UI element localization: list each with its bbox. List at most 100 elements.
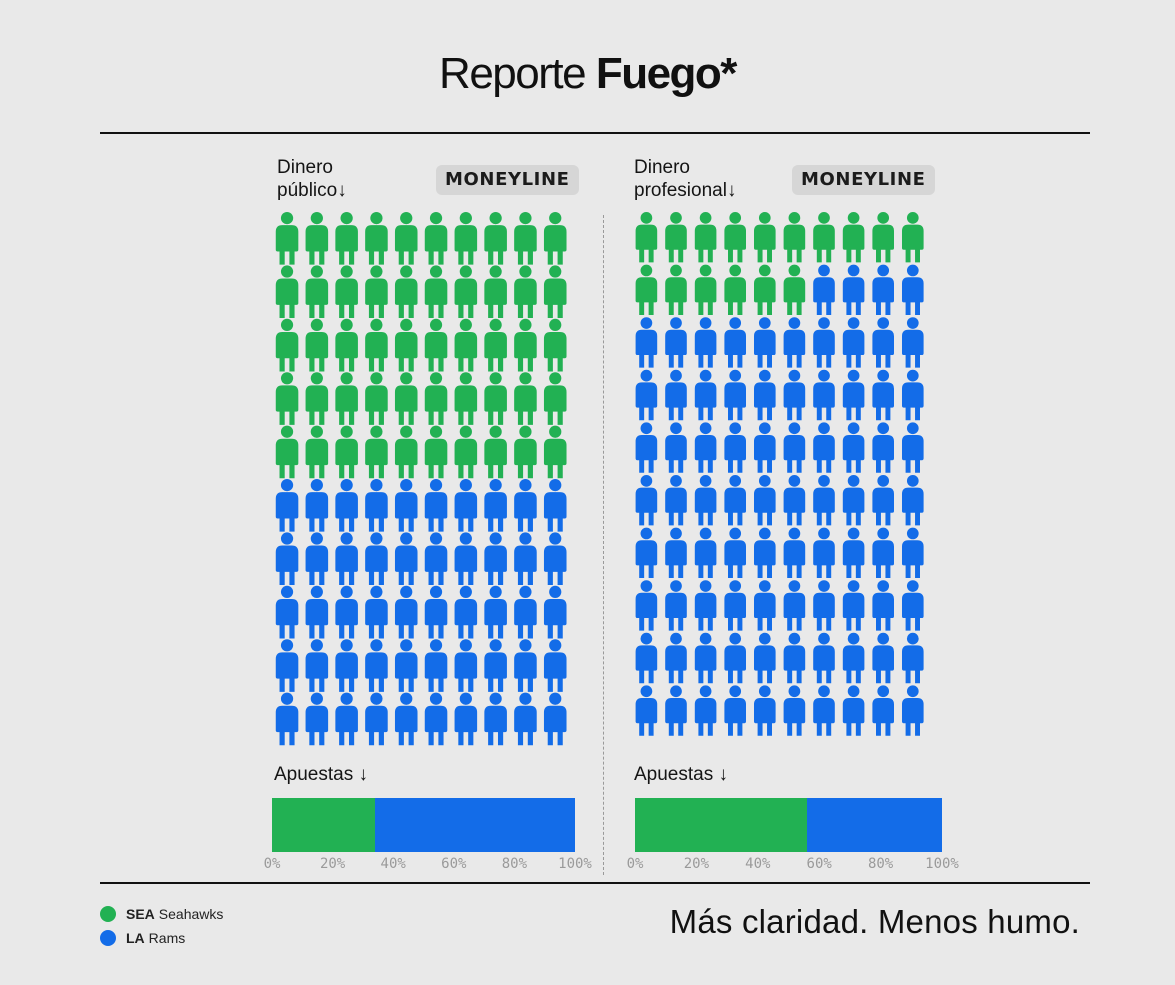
person-icon-sea: [424, 372, 448, 425]
person-icon-la: [754, 527, 776, 578]
person-icon-la: [665, 632, 687, 684]
person-icon-sea: [484, 265, 507, 319]
person-icon-la: [872, 317, 894, 368]
person-icon-la: [665, 317, 687, 368]
person-icon-sea: [394, 425, 418, 479]
person-icon-la: [842, 632, 865, 684]
person-icon-la: [902, 632, 924, 684]
pro-money-pictogram: [635, 212, 924, 736]
person-icon-sea: [543, 372, 567, 425]
person-icon-sea: [454, 212, 478, 265]
person-icon-la: [872, 264, 894, 315]
person-icon-sea: [694, 264, 717, 315]
person-icon-sea: [424, 265, 448, 319]
axis-tick-label: 0%: [263, 856, 281, 872]
person-icon-la: [842, 685, 865, 736]
axis-tick-label: 100%: [558, 856, 592, 872]
person-icon-sea: [754, 212, 776, 263]
person-icon-la: [454, 479, 478, 532]
person-icon-la: [724, 527, 746, 578]
person-icon-la: [635, 422, 658, 473]
axis-tick-label: 40%: [745, 856, 771, 872]
person-icon-la: [365, 532, 388, 586]
bets-axis-public: 0% 20% 40% 60% 80% 100%: [264, 856, 592, 876]
axis-tick-label: 100%: [925, 856, 959, 872]
person-icon-la: [275, 639, 299, 692]
legend-abbr-la: LA: [126, 930, 145, 946]
person-icon-la: [813, 685, 835, 736]
moneyline-badge-public: MONEYLINE: [436, 165, 579, 195]
legend-item-la: LA Rams: [100, 926, 223, 950]
person-icon-la: [484, 479, 507, 532]
pro-money-label-line2: profesional↓: [634, 180, 737, 201]
person-icon-la: [902, 580, 924, 631]
person-icon-la: [665, 527, 687, 578]
person-icon-la: [394, 585, 418, 639]
person-icon-sea: [275, 425, 299, 479]
person-icon-la: [754, 685, 776, 736]
person-icon-sea: [454, 265, 478, 319]
person-icon-sea: [484, 212, 507, 265]
person-icon-sea: [665, 212, 687, 263]
person-icon-sea: [665, 264, 687, 315]
person-icon-sea: [275, 212, 299, 265]
person-icon-la: [902, 369, 924, 421]
person-icon-la: [424, 479, 448, 532]
person-icon-la: [724, 580, 746, 631]
axis-tick-label: 60%: [806, 856, 832, 872]
person-icon-la: [543, 639, 567, 692]
bets-bar-pro: [635, 798, 942, 852]
person-icon-sea: [514, 318, 537, 372]
person-icon-sea: [394, 318, 418, 372]
person-icon-la: [724, 632, 746, 684]
person-icon-la: [543, 585, 567, 639]
person-icon-sea: [305, 212, 329, 265]
person-icon-la: [484, 639, 507, 692]
person-icon-sea: [543, 425, 567, 479]
person-icon-la: [902, 685, 924, 736]
person-icon-la: [635, 527, 658, 578]
person-icon-sea: [305, 265, 329, 319]
person-icon-la: [275, 585, 299, 639]
person-icon-la: [813, 264, 835, 315]
person-icon-sea: [635, 212, 658, 263]
person-icon-la: [842, 264, 865, 315]
person-icon-la: [484, 532, 507, 586]
person-icon-la: [454, 639, 478, 692]
bar-segment-la: [375, 798, 575, 852]
person-icon-la: [724, 685, 746, 736]
person-icon-la: [872, 475, 894, 526]
person-icon-la: [394, 532, 418, 586]
person-icon-sea: [335, 265, 358, 319]
person-icon-la: [694, 317, 717, 368]
person-icon-sea: [484, 318, 507, 372]
person-icon-sea: [724, 212, 746, 263]
axis-tick-label: 0%: [626, 856, 644, 872]
person-icon-sea: [724, 264, 746, 315]
axis-tick-label: 80%: [867, 856, 894, 872]
legend: SEA Seahawks LA Rams: [100, 902, 223, 950]
person-icon-la: [694, 685, 717, 736]
bets-axis-pro: 0% 20% 40% 60% 80% 100%: [627, 856, 959, 876]
person-icon-la: [543, 532, 567, 586]
person-icon-la: [724, 422, 746, 473]
person-icon-la: [305, 479, 329, 532]
person-icon-sea: [454, 425, 478, 479]
bar-segment-sea: [635, 798, 807, 852]
person-icon-la: [783, 369, 806, 421]
person-icon-la: [635, 685, 658, 736]
person-icon-sea: [543, 212, 567, 265]
person-icon-sea: [635, 264, 658, 315]
person-icon-la: [335, 585, 358, 639]
person-icon-la: [694, 632, 717, 684]
person-icon-la: [842, 369, 865, 421]
person-icon-sea: [275, 372, 299, 425]
person-icon-la: [842, 317, 865, 368]
top-divider: [100, 132, 1090, 134]
person-icon-la: [275, 479, 299, 532]
public-money-label-line2: público↓: [277, 180, 347, 201]
person-icon-sea: [305, 318, 329, 372]
axis-tick-label: 20%: [683, 856, 710, 872]
person-icon-la: [842, 580, 865, 631]
person-icon-sea: [694, 212, 717, 263]
